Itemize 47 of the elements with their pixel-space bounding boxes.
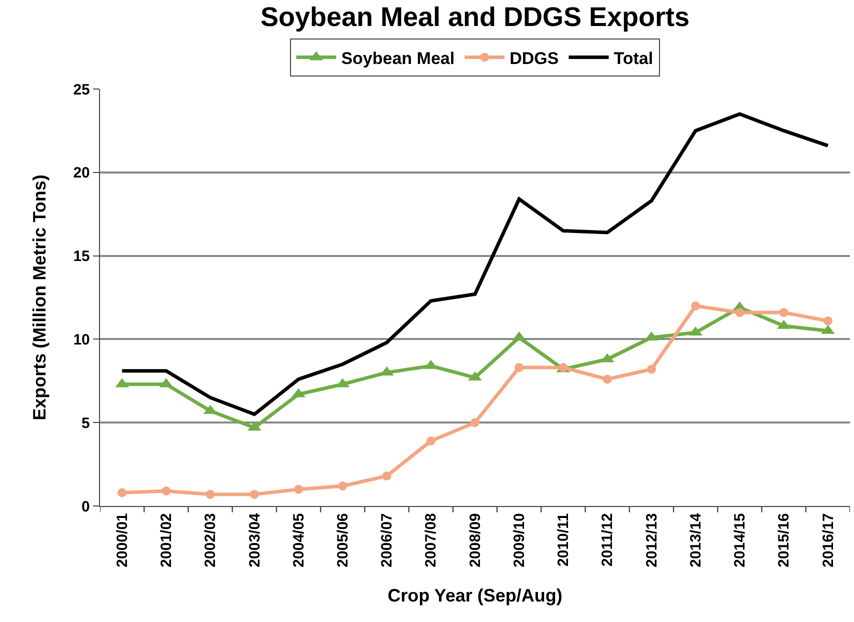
point bbox=[250, 490, 259, 499]
x-tick-label: 2003/04 bbox=[246, 512, 264, 568]
x-tick-label: 2002/03 bbox=[202, 513, 220, 568]
point bbox=[206, 490, 215, 499]
line-series bbox=[120, 112, 830, 416]
y-tick-label: 5 bbox=[82, 414, 90, 432]
legend-label: DDGS bbox=[510, 48, 559, 68]
point bbox=[470, 418, 480, 428]
point bbox=[691, 301, 700, 310]
x-tick-label: 2006/07 bbox=[378, 513, 396, 568]
x-tick-label: 2008/09 bbox=[466, 513, 484, 568]
x-tick-label: 2011/12 bbox=[599, 513, 616, 567]
y-tick-label: 20 bbox=[73, 164, 90, 182]
y-tick-label: 0 bbox=[82, 498, 90, 516]
point bbox=[602, 374, 612, 384]
legend-label: Total bbox=[614, 48, 654, 68]
point bbox=[382, 471, 392, 480]
point bbox=[514, 363, 524, 372]
x-tick-label: 2001/02 bbox=[158, 513, 176, 568]
point bbox=[779, 308, 788, 318]
legend-label: Soybean Meal bbox=[341, 48, 455, 68]
x-tick-label: 2014/15 bbox=[732, 513, 749, 568]
point bbox=[338, 481, 348, 490]
x-tick-label: 2010/11 bbox=[555, 513, 572, 567]
x-tick-label: 2000/01 bbox=[114, 513, 131, 568]
x-tick-label: 2005/06 bbox=[334, 513, 352, 568]
x-tick-label: 2007/08 bbox=[422, 513, 440, 568]
y-axis-title: Exports (Million Metric Tons) bbox=[29, 174, 50, 420]
x-axis-title: Crop Year (Sep/Aug) bbox=[388, 585, 562, 606]
x-tick-label: 2012/13 bbox=[643, 513, 660, 568]
chart-title: Soybean Meal and DDGS Exports bbox=[260, 2, 690, 32]
point bbox=[646, 364, 656, 374]
x-tick-label: 2009/10 bbox=[510, 513, 528, 568]
x-tick-label: 2016/17 bbox=[820, 513, 837, 568]
point bbox=[735, 308, 744, 318]
x-tick-label: 2013/14 bbox=[687, 512, 704, 568]
y-tick-label: 15 bbox=[73, 248, 90, 266]
y-tick-label: 25 bbox=[73, 81, 90, 98]
point bbox=[558, 363, 568, 372]
point bbox=[426, 436, 436, 446]
point bbox=[162, 486, 171, 496]
point bbox=[118, 488, 127, 498]
point bbox=[823, 316, 832, 326]
x-tick-label: 2015/16 bbox=[776, 513, 793, 568]
point bbox=[294, 484, 304, 494]
x-tick-label: 2004/05 bbox=[290, 513, 308, 568]
y-tick-label: 10 bbox=[73, 331, 90, 348]
